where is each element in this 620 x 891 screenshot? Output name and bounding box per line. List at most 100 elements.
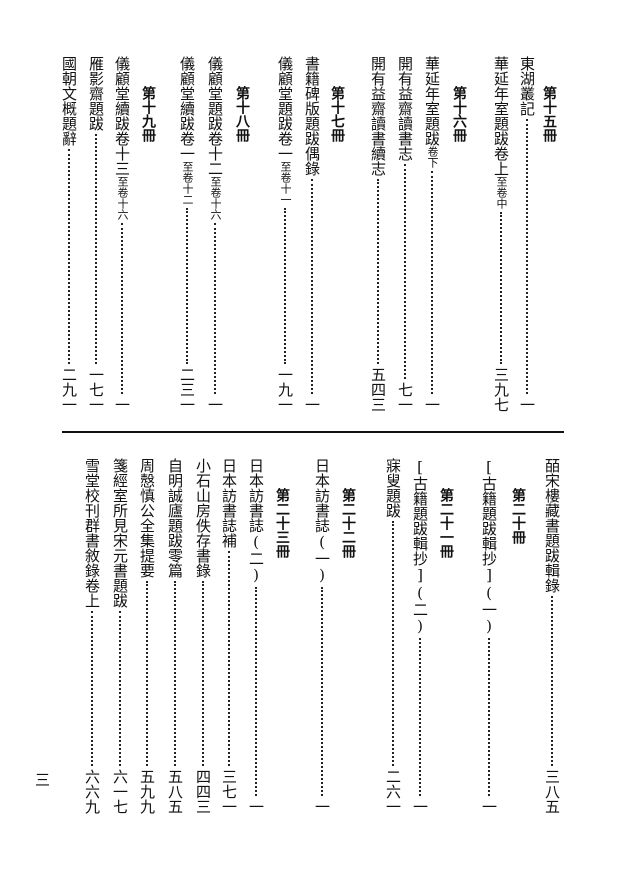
toc-entry[interactable]: 皕宋樓藏書題跋輯錄 三八五 [543, 458, 561, 814]
entry-page: 七一 [396, 382, 414, 412]
entry-title: 寐叟題跋 [384, 458, 402, 518]
dot-leader [419, 638, 421, 796]
volume-heading: 第二十冊 [510, 488, 526, 544]
toc-entry[interactable]: 日本訪書誌補 三七一 [220, 458, 238, 814]
title-range: 卷下 [426, 146, 439, 168]
dot-leader [202, 581, 204, 766]
title-range: 至卷十六 [209, 176, 222, 220]
volume-heading: 第十六冊 [451, 86, 467, 142]
toc-entry[interactable]: 開有益齋讀書續志五四三 [369, 56, 387, 412]
title-main: 華延年室題跋卷上 [492, 56, 510, 176]
toc-entry[interactable]: [古籍題跋輯抄](二) 一 [411, 458, 429, 814]
toc-entry[interactable]: 開有益齋讀書志 七一 [396, 56, 414, 412]
title-main: 儀顧堂續跋卷一 [178, 56, 196, 161]
entry-title: 東湖叢記 [518, 56, 536, 116]
title-range: 至卷十六 [116, 176, 129, 220]
entry-page: 三七一 [220, 769, 238, 814]
dot-leader [186, 208, 188, 364]
dot-leader [431, 171, 433, 394]
entry-title: 儀顧堂續跋卷十三至卷十六 [113, 56, 131, 220]
dot-leader [526, 119, 528, 394]
dot-leader [119, 611, 121, 766]
entry-page: 四四三 [194, 769, 212, 814]
volume-heading: 第十九冊 [140, 86, 156, 142]
entry-title: 儀顧堂續跋卷一至卷十二 [178, 56, 196, 205]
dot-leader [91, 611, 93, 766]
volume-heading: 第十八冊 [234, 86, 250, 142]
title-main: 儀顧堂續跋卷十三 [113, 56, 131, 176]
toc-entry[interactable]: 儀顧堂續跋卷十三至卷十六一 [113, 56, 131, 412]
entry-title: 雪堂校刊群書敘錄卷上 [83, 458, 101, 608]
entry-title: 周慤慎公全集提要 [138, 458, 156, 578]
toc-entry[interactable]: [古籍題跋輯抄](一) 一 [480, 458, 498, 814]
toc-entry[interactable]: 國朝文概題辭 二九一 [60, 56, 78, 412]
toc-entry[interactable]: 書籍碑版題跋偶錄一 [303, 56, 321, 412]
toc-entry[interactable]: 日本訪書誌(二) 一 [247, 458, 265, 814]
toc-entry[interactable]: 雪堂校刊群書敘錄卷上 六六九 [83, 458, 101, 814]
entry-page: 一 [411, 799, 429, 814]
dot-leader [311, 179, 313, 394]
volume-heading: 第二十三冊 [274, 488, 290, 558]
entry-page: 一 [480, 799, 498, 814]
entry-page: 二三一 [178, 367, 196, 412]
dot-leader [321, 587, 323, 796]
entry-title: 書籍碑版題跋偶錄 [303, 56, 321, 176]
toc-entry[interactable]: 儀顧堂題跋卷一至卷十一一九一 [276, 56, 294, 412]
title-main: 華延年室題跋 [423, 56, 441, 146]
entry-title: 開有益齋讀書續志 [369, 56, 387, 176]
entry-title: 儀顧堂題跋卷十二至卷十六 [206, 56, 224, 220]
entry-page: 一 [247, 799, 265, 814]
toc-entry[interactable]: 雁影齋題跋 一七一 [87, 56, 105, 412]
volume-heading: 第十五冊 [541, 86, 557, 142]
entry-title: 箋經室所見宋元書題跋 [111, 458, 129, 608]
dot-leader [228, 551, 230, 766]
toc-entry[interactable]: 箋經室所見宋元書題跋六一七 [111, 458, 129, 814]
entry-page: 一 [423, 397, 441, 412]
entry-page: 五九九 [138, 769, 156, 814]
toc-entry[interactable]: 自明誠廬題跋零篇五八五 [166, 458, 184, 814]
toc-entry[interactable]: 儀顧堂續跋卷一至卷十二二三一 [178, 56, 196, 412]
entry-page: 六一七 [111, 769, 129, 814]
entry-page: 一 [206, 397, 224, 412]
volume-heading: 第二十二冊 [340, 488, 356, 558]
volume-heading: 第二十一冊 [438, 488, 454, 558]
toc-entry[interactable]: 華延年室題跋卷下一 [423, 56, 441, 412]
toc-entry[interactable]: 華延年室題跋卷上至卷中三九七 [492, 56, 510, 412]
entry-page: 三八五 [543, 769, 561, 814]
toc-entry[interactable]: 儀顧堂題跋卷十二至卷十六一 [206, 56, 224, 412]
dot-leader [174, 581, 176, 766]
entry-page: 一 [313, 799, 331, 814]
entry-page: 五八五 [166, 769, 184, 814]
toc-entry[interactable]: 東湖叢記一 [518, 56, 536, 412]
entry-page: 五四三 [369, 367, 387, 412]
toc-entry[interactable]: 周慤慎公全集提要五九九 [138, 458, 156, 814]
entry-page: 二六一 [384, 769, 402, 814]
dot-leader [551, 596, 553, 766]
entry-page: 一 [303, 397, 321, 412]
entry-title: 小石山房佚存書錄 [194, 458, 212, 578]
toc-entry[interactable]: 寐叟題跋 二六一 [384, 458, 402, 814]
entry-title: 華延年室題跋卷下 [423, 56, 441, 168]
entry-page: 三九七 [492, 367, 510, 412]
dot-leader [146, 581, 148, 766]
entry-title: 雁影齋題跋 [87, 56, 105, 131]
entry-page: 一 [113, 397, 131, 412]
entry-title: 儀顧堂題跋卷一至卷十一 [276, 56, 294, 205]
entry-page: 一七一 [87, 367, 105, 412]
volume-heading: 第十七冊 [329, 86, 345, 142]
toc-entry[interactable]: 日本訪書誌(一) 一 [313, 458, 331, 814]
dot-leader [95, 134, 97, 364]
entry-page: 一九一 [276, 367, 294, 412]
entry-title: [古籍題跋輯抄](一) [480, 458, 498, 635]
dot-leader [214, 223, 216, 394]
entry-page: 一 [518, 397, 536, 412]
toc-entry[interactable]: 小石山房佚存書錄四四三 [194, 458, 212, 814]
title-range: 至卷中 [495, 176, 508, 209]
dot-leader [284, 208, 286, 364]
entry-title: 日本訪書誌補 [220, 458, 238, 548]
dot-leader [392, 521, 394, 766]
dot-leader [404, 164, 406, 379]
entry-title: 自明誠廬題跋零篇 [166, 458, 184, 578]
entry-page: 二九一 [60, 367, 78, 412]
divider-rule [62, 431, 564, 433]
